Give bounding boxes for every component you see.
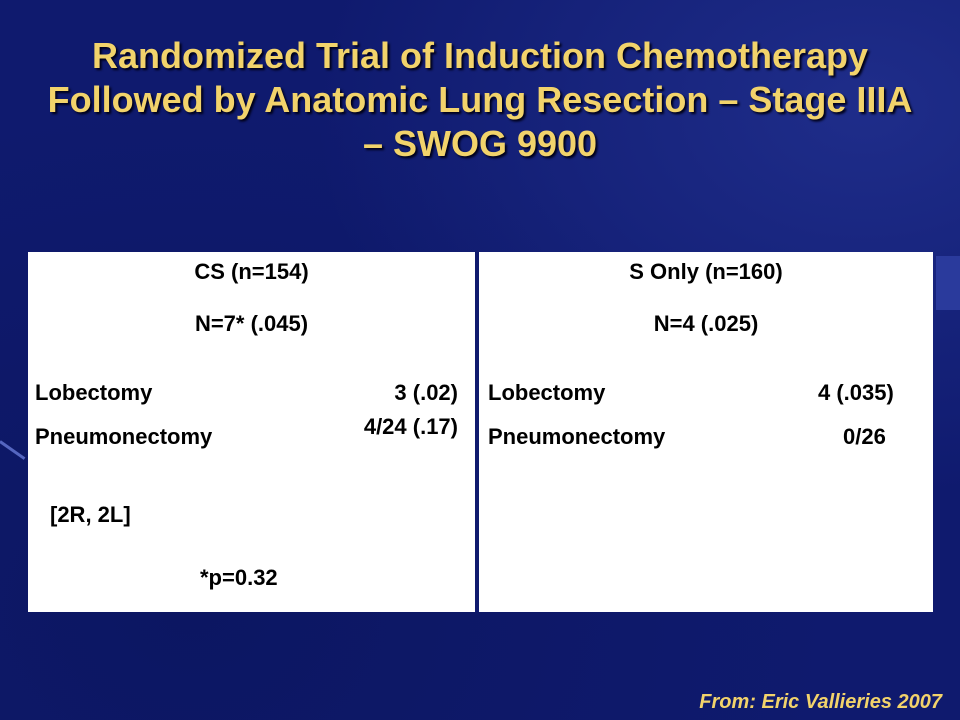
cs-header: CS (n=154) bbox=[194, 259, 309, 284]
cs-count: N=7* (.045) bbox=[194, 311, 309, 336]
s-only-lobectomy-value: 4 (.035) bbox=[818, 380, 894, 405]
cs-pneumonectomy-label: Pneumonectomy bbox=[35, 424, 213, 449]
s-only-panel bbox=[479, 252, 933, 612]
column-divider bbox=[475, 252, 479, 612]
cs-lobectomy-value: 3 (.02) bbox=[394, 380, 458, 405]
s-only-count: N=4 (.025) bbox=[653, 311, 759, 336]
cs-pvalue: *p=0.32 bbox=[200, 565, 278, 590]
s-only-pneumonectomy-label: Pneumonectomy bbox=[488, 424, 666, 449]
s-only-lobectomy-label: Lobectomy bbox=[488, 380, 606, 405]
s-only-pneumonectomy-value: 0/26 bbox=[843, 424, 886, 449]
source-credit: From: Eric Vallieries 2007 bbox=[699, 691, 942, 713]
cs-note: [2R, 2L] bbox=[50, 502, 131, 527]
slide-title: Randomized Trial of Induction Chemothera… bbox=[47, 35, 913, 164]
decorative-bar bbox=[936, 256, 960, 310]
cs-lobectomy-label: Lobectomy bbox=[35, 380, 153, 405]
cs-panel bbox=[28, 252, 475, 612]
s-only-header: S Only (n=160) bbox=[629, 259, 783, 284]
cs-pneumonectomy-value: 4/24 (.17) bbox=[363, 414, 458, 439]
